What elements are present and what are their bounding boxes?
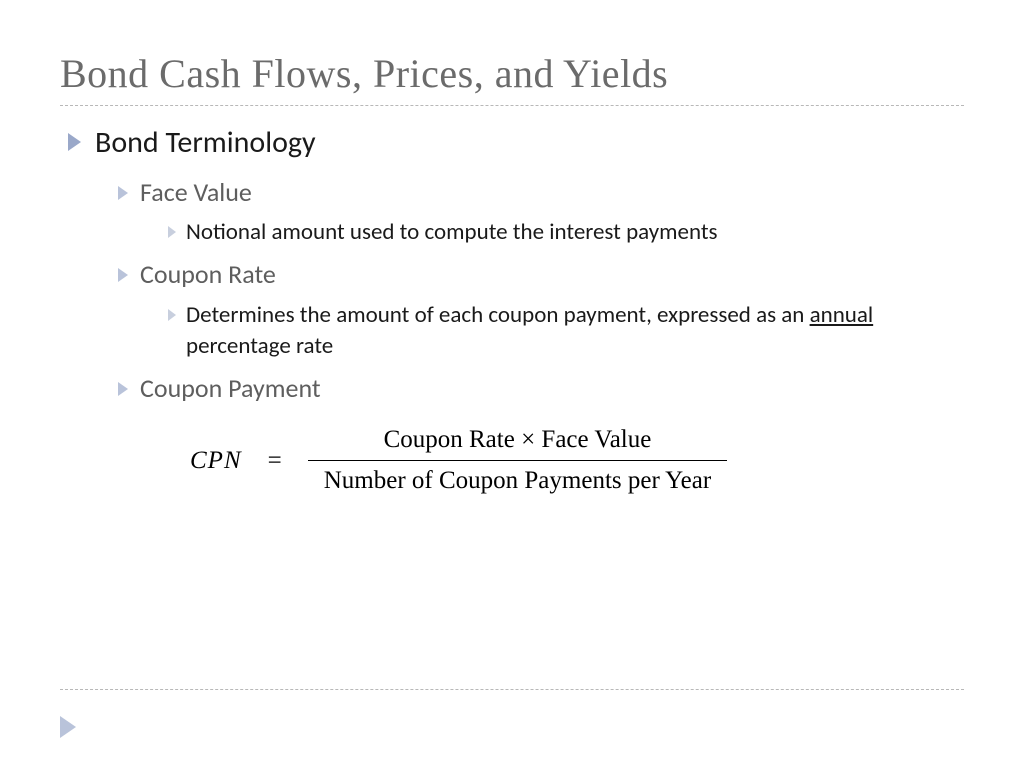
- definition-text: Determines the amount of each coupon pay…: [186, 300, 956, 362]
- bullet-triangle-icon: [168, 226, 176, 238]
- term-text: Face Value: [140, 176, 252, 210]
- term-row: Coupon Rate: [118, 258, 964, 292]
- term-row: Coupon Payment: [118, 372, 964, 406]
- term-text: Coupon Payment: [140, 372, 321, 406]
- bullet-triangle-icon: [168, 309, 176, 321]
- formula-equals: =: [268, 447, 282, 475]
- definition-text: Notional amount used to compute the inte…: [186, 217, 718, 248]
- bullet-triangle-icon: [118, 382, 128, 396]
- term-row: Face Value: [118, 176, 964, 210]
- footer-triangle-icon: [60, 716, 76, 738]
- formula-denominator: Number of Coupon Payments per Year: [308, 461, 727, 495]
- slide-title: Bond Cash Flows, Prices, and Yields: [60, 50, 964, 97]
- term-text: Coupon Rate: [140, 258, 276, 292]
- formula: CPN = Coupon Rate × Face Value Number of…: [190, 426, 964, 495]
- heading-text: Bond Terminology: [95, 124, 316, 162]
- def-part-pre: Determines the amount of each coupon pay…: [186, 301, 810, 329]
- title-divider: [60, 105, 964, 106]
- def-part-post: percentage rate: [186, 332, 333, 360]
- slide: Bond Cash Flows, Prices, and Yields Bond…: [0, 0, 1024, 768]
- def-part-underlined: annual: [810, 301, 874, 329]
- bullet-triangle-icon: [118, 186, 128, 200]
- definition-row: Notional amount used to compute the inte…: [168, 217, 964, 248]
- bullet-triangle-icon: [68, 133, 81, 151]
- bullet-triangle-icon: [118, 268, 128, 282]
- formula-fraction: Coupon Rate × Face Value Number of Coupo…: [308, 426, 727, 495]
- formula-lhs: CPN: [190, 447, 242, 475]
- formula-numerator: Coupon Rate × Face Value: [368, 426, 668, 460]
- footer-divider: [60, 689, 964, 690]
- heading-row: Bond Terminology: [68, 124, 964, 162]
- definition-row: Determines the amount of each coupon pay…: [168, 300, 964, 362]
